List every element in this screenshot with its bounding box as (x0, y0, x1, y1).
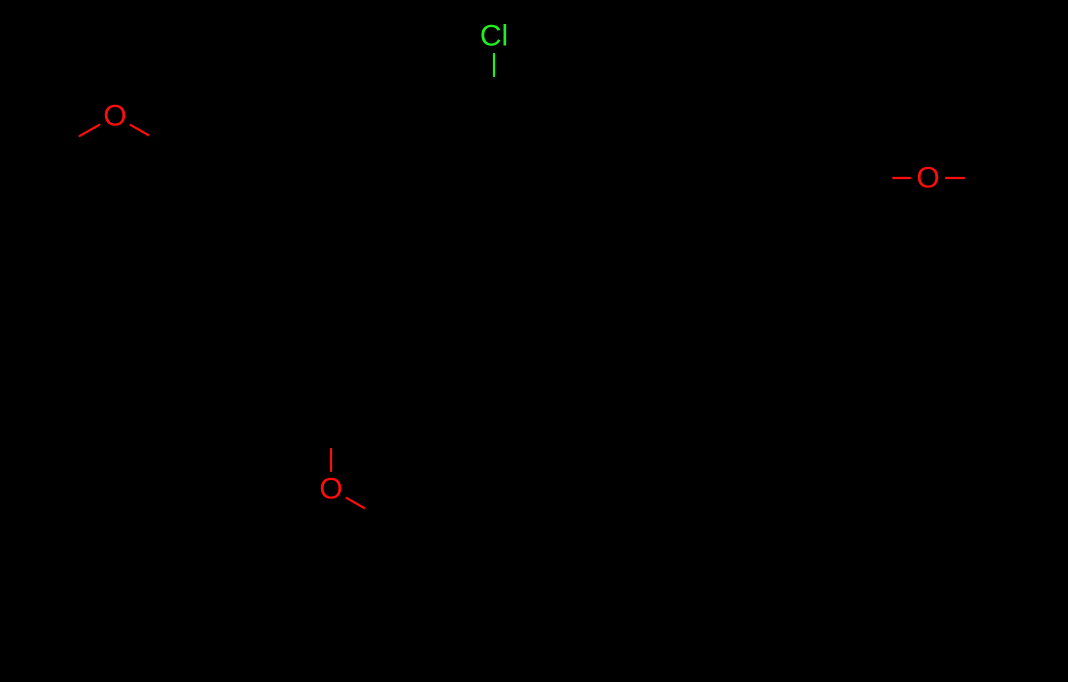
atom-label: O (319, 473, 342, 506)
molecule-diagram: O O O Cl (0, 0, 1068, 682)
atom-label: O (916, 162, 939, 195)
atom-label: Cl (480, 20, 508, 53)
atom-label: O (103, 100, 126, 133)
canvas-background (0, 0, 1068, 682)
